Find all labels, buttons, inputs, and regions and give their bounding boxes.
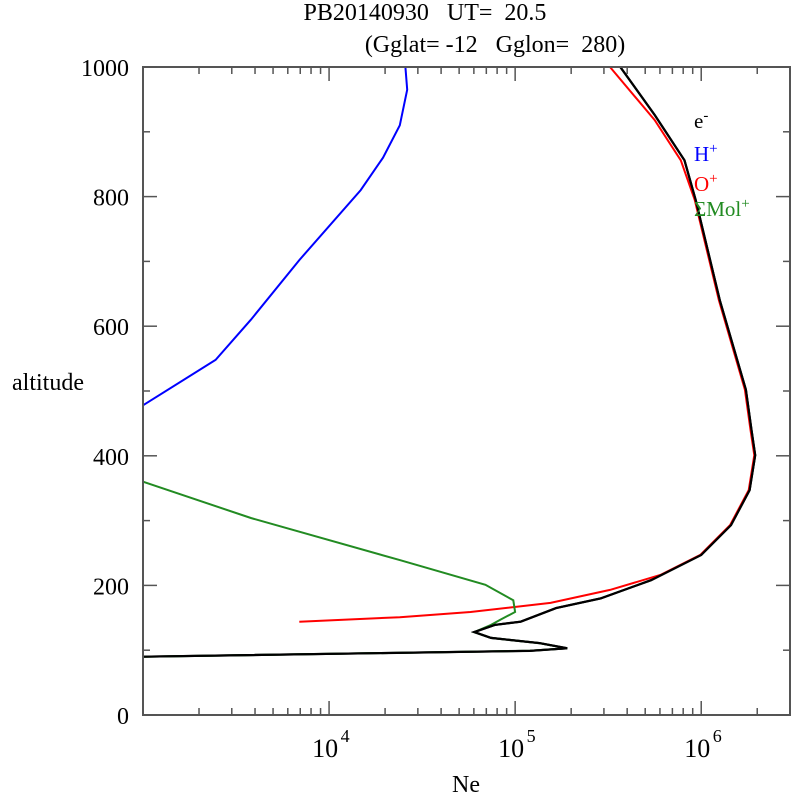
x-tick-label-exponent: 4 — [341, 726, 350, 746]
chart-title-line1: PB20140930 UT= 20.5 — [304, 0, 547, 26]
plot-frame — [142, 66, 791, 716]
series-line-3 — [142, 480, 568, 658]
x-axis-label: Ne — [452, 772, 480, 796]
legend-item-2: O+ — [694, 171, 718, 196]
x-tick-label: 10 — [684, 734, 710, 763]
x-tick-label-exponent: 5 — [527, 726, 536, 746]
series-layer — [142, 66, 757, 658]
y-tick-label: 0 — [117, 704, 129, 730]
legend-item-1: H+ — [694, 141, 718, 166]
series-line-2 — [299, 66, 756, 623]
chart-title-line2: (Gglat= -12 Gglon= 280) — [365, 32, 625, 58]
y-tick-label: 1000 — [81, 56, 129, 82]
legend: e- H+ O+ΣMol+ — [694, 108, 750, 221]
x-tick-label: 10 — [312, 734, 338, 763]
legend-item-3: ΣMol+ — [694, 196, 750, 221]
y-tick-label: 400 — [93, 445, 129, 471]
series-line-electrons-top — [142, 66, 757, 658]
series-line-1 — [142, 66, 409, 407]
y-axis-label: altitude — [12, 370, 84, 396]
x-tick-label-exponent: 6 — [713, 726, 722, 746]
x-tick-label: 10 — [498, 734, 524, 763]
y-tick-label: 200 — [93, 574, 129, 600]
y-tick-label: 600 — [93, 315, 129, 341]
y-tick-label: 800 — [93, 186, 129, 212]
series-line-0 — [142, 66, 757, 658]
legend-item-0: e- — [694, 108, 708, 133]
